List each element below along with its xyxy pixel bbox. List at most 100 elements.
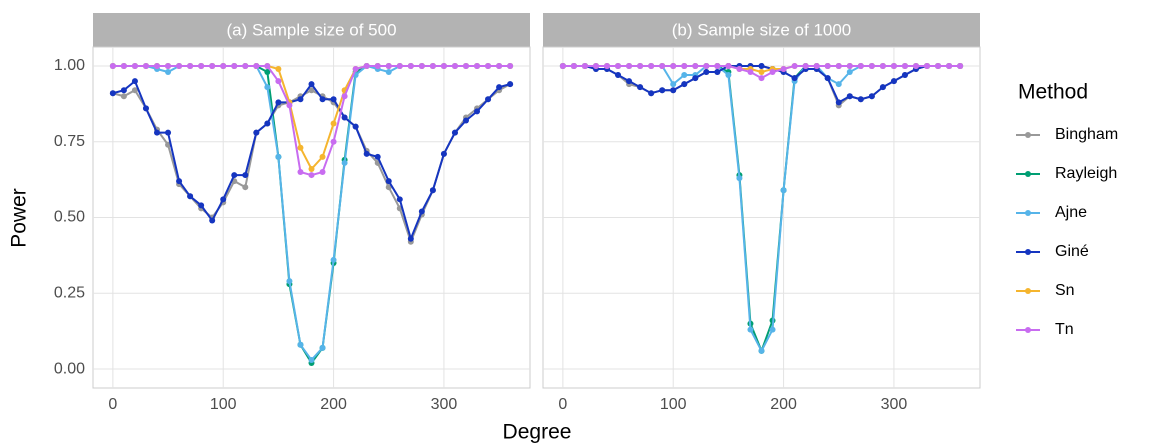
point [165, 69, 172, 76]
panel-title: (a) Sample size of 500 [226, 20, 396, 39]
point [835, 99, 842, 106]
point [319, 96, 326, 103]
point [736, 175, 743, 182]
point [637, 62, 644, 69]
legend-swatch-point [1025, 132, 1031, 138]
point [681, 72, 688, 79]
point [648, 90, 655, 97]
point [242, 62, 249, 69]
point [330, 120, 337, 127]
point [890, 62, 897, 69]
point [901, 62, 908, 69]
point [297, 96, 304, 103]
point [846, 69, 853, 76]
point [626, 78, 633, 85]
point [385, 184, 392, 191]
point [835, 62, 842, 69]
point [626, 62, 633, 69]
point [857, 62, 864, 69]
point [319, 169, 326, 176]
point [131, 62, 138, 69]
point [407, 62, 414, 69]
point [725, 62, 732, 69]
point [308, 166, 315, 173]
legend-label: Rayleigh [1055, 165, 1117, 182]
y-tick-label: 0.00 [54, 360, 85, 377]
point [879, 84, 886, 91]
point [440, 150, 447, 157]
point [176, 62, 183, 69]
point [220, 196, 227, 203]
point [496, 62, 503, 69]
point [604, 62, 611, 69]
point [264, 69, 271, 76]
point [363, 62, 370, 69]
x-tick-label: 100 [660, 396, 687, 413]
point [802, 62, 809, 69]
point [374, 62, 381, 69]
point [846, 93, 853, 100]
legend-label: Sn [1055, 282, 1075, 299]
point [559, 62, 566, 69]
point [868, 93, 875, 100]
point [142, 105, 149, 112]
point [418, 62, 425, 69]
point [890, 78, 897, 85]
point [570, 62, 577, 69]
point [824, 62, 831, 69]
point [813, 62, 820, 69]
point [120, 62, 127, 69]
point [165, 129, 172, 136]
y-tick-label: 1.00 [54, 57, 85, 74]
y-tick-label: 0.25 [54, 284, 85, 301]
point [857, 96, 864, 103]
point [592, 62, 599, 69]
point [581, 62, 588, 69]
point [330, 138, 337, 145]
y-tick-label: 0.75 [54, 133, 85, 150]
point [187, 62, 194, 69]
point [957, 62, 964, 69]
point [308, 87, 315, 94]
point [341, 93, 348, 100]
point [780, 65, 787, 72]
strip [93, 13, 530, 47]
legend-label: Ajne [1055, 204, 1087, 221]
point [769, 326, 776, 333]
point [440, 62, 447, 69]
point [330, 256, 337, 263]
x-tick-label: 0 [108, 396, 117, 413]
point [485, 96, 492, 103]
x-tick-label: 200 [320, 396, 347, 413]
point [758, 62, 765, 69]
legend-label: Bingham [1055, 126, 1118, 143]
legend-swatch-point [1025, 210, 1031, 216]
point [253, 62, 260, 69]
point [846, 62, 853, 69]
point [154, 62, 161, 69]
point [946, 62, 953, 69]
point [253, 129, 260, 136]
point [637, 84, 644, 91]
point [374, 153, 381, 160]
point [725, 72, 732, 79]
point [791, 75, 798, 82]
point [385, 62, 392, 69]
point [187, 193, 194, 200]
point [297, 169, 304, 176]
point [703, 62, 710, 69]
point [297, 341, 304, 348]
point [396, 196, 403, 203]
point [330, 96, 337, 103]
point [924, 62, 931, 69]
point [791, 62, 798, 69]
point [131, 78, 138, 85]
point [451, 62, 458, 69]
point [165, 62, 172, 69]
point [319, 153, 326, 160]
point [824, 75, 831, 82]
point [341, 114, 348, 121]
strip [543, 13, 980, 47]
x-axis-title: Degree [503, 421, 572, 444]
